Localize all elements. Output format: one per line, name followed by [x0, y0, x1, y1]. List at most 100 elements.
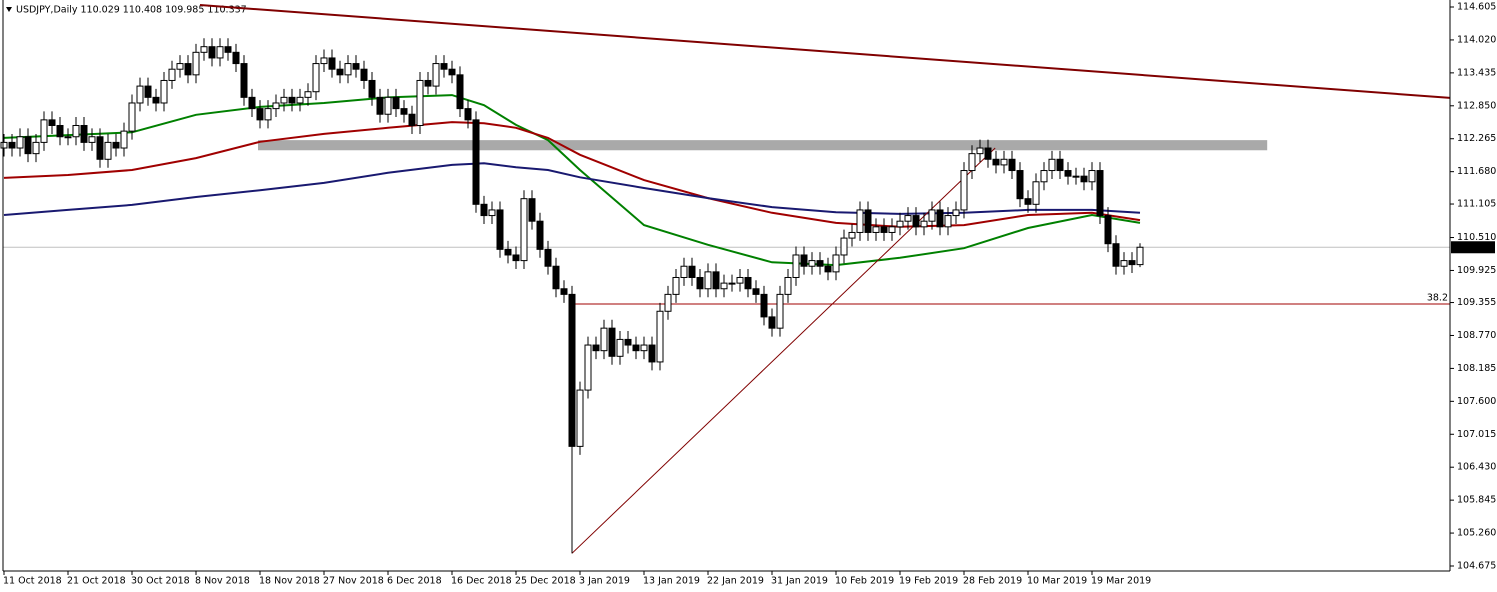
candle-body	[768, 316, 776, 329]
candle-body	[840, 237, 848, 256]
candle-body	[856, 209, 864, 233]
candle-body	[128, 102, 136, 132]
candle-body	[304, 91, 312, 98]
candle-body	[472, 119, 480, 205]
candle-body	[904, 215, 912, 222]
candle-body	[984, 147, 992, 160]
candle-body	[152, 96, 160, 104]
candle-body	[632, 344, 640, 352]
candle-body	[216, 46, 224, 59]
trendline	[199, 4, 1451, 99]
candle-body	[1120, 260, 1128, 267]
candle-body	[912, 215, 920, 228]
candle-body	[408, 113, 416, 126]
candle-body	[488, 209, 496, 217]
candle-body	[760, 293, 768, 318]
candle-body	[712, 271, 720, 290]
candle-body	[704, 271, 712, 290]
candle-body	[96, 136, 104, 160]
x-tick-label: 25 Dec 2018	[515, 576, 576, 587]
candle-body	[936, 209, 944, 228]
candle-body	[312, 63, 320, 93]
y-tick-label: 110.510	[1457, 232, 1496, 243]
candle-body	[280, 96, 288, 104]
candle-body	[640, 344, 648, 352]
candle-body	[64, 136, 72, 139]
x-tick-label: 10 Feb 2019	[835, 576, 894, 587]
x-tick-label: 8 Nov 2018	[195, 576, 250, 587]
candle-body	[336, 68, 344, 76]
x-tick-label: 31 Jan 2019	[771, 576, 828, 587]
y-tick-label: 104.675	[1457, 561, 1496, 572]
x-tick-label: 28 Feb 2019	[963, 576, 1022, 587]
candle-body	[744, 276, 752, 290]
candle-body	[264, 108, 272, 121]
candle-body	[424, 79, 432, 87]
candle-body	[32, 141, 40, 155]
candle-body	[648, 344, 656, 363]
candle-body	[400, 108, 408, 115]
candle-body	[1040, 170, 1048, 183]
candle-body	[928, 209, 936, 222]
candle-body	[848, 231, 856, 239]
candle-body	[1128, 260, 1136, 266]
candle-body	[1072, 175, 1080, 178]
y-tick-label: 113.435	[1457, 67, 1496, 78]
y-tick-label: 111.105	[1457, 199, 1496, 210]
candle-body	[1048, 158, 1056, 172]
candle-body	[440, 63, 448, 70]
candle-body	[176, 63, 184, 70]
candle-body	[112, 141, 120, 149]
candle-body	[832, 254, 840, 273]
candle-body	[1024, 198, 1032, 205]
candle-body	[872, 226, 880, 233]
candle-body	[896, 220, 904, 228]
candle-body	[592, 344, 600, 352]
y-tick-label: 111.680	[1457, 166, 1496, 177]
candle-body	[160, 79, 168, 104]
y-tick-label: 114.605	[1457, 2, 1496, 13]
y-tick-label: 106.430	[1457, 462, 1496, 473]
candle-body	[232, 51, 240, 65]
candle-body	[1000, 158, 1008, 166]
y-tick-label: 107.600	[1457, 396, 1496, 407]
moving-average	[3, 94, 1141, 267]
candle-body	[80, 124, 88, 143]
candle-body	[1016, 170, 1024, 200]
candle-body	[1032, 181, 1040, 205]
candle-body	[0, 141, 8, 149]
candle-body	[824, 265, 832, 273]
candle-body	[248, 96, 256, 110]
candle-body	[584, 344, 592, 391]
candle-body	[992, 158, 1000, 166]
candle-body	[1056, 158, 1064, 172]
candle-body	[432, 63, 440, 87]
candle-body	[48, 119, 56, 126]
x-tick-label: 6 Dec 2018	[387, 576, 442, 587]
candle-body	[624, 338, 632, 346]
candle-body	[1064, 170, 1072, 177]
candle-body	[256, 108, 264, 121]
candle-body	[296, 96, 304, 104]
candle-body	[752, 288, 760, 295]
x-tick-label: 13 Jan 2019	[643, 576, 700, 587]
x-tick-label: 27 Nov 2018	[323, 576, 384, 587]
candle-body	[24, 136, 32, 155]
candle-body	[968, 153, 976, 172]
y-tick-label: 109.355	[1457, 297, 1496, 308]
candle-body	[288, 96, 296, 104]
candle-body	[504, 248, 512, 256]
candle-body	[816, 260, 824, 267]
candle-body	[72, 124, 80, 138]
candle-body	[40, 119, 48, 143]
candle-body	[368, 79, 376, 98]
y-tick-label: 105.260	[1457, 528, 1496, 539]
candle-body	[272, 102, 280, 110]
candle-body	[720, 282, 728, 290]
candle-body	[456, 74, 464, 110]
candle-body	[528, 198, 536, 222]
candle-body	[576, 389, 584, 447]
candle-body	[800, 254, 808, 267]
candle-body	[1088, 170, 1096, 183]
